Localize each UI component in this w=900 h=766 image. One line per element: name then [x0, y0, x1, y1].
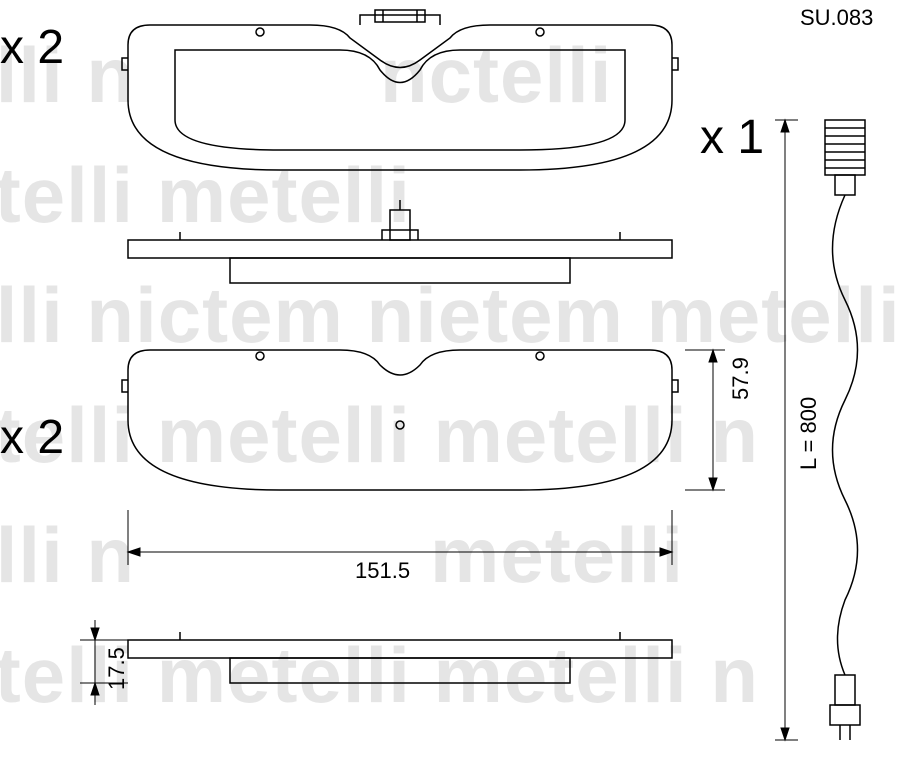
dim-height-value: 57.9: [728, 357, 754, 400]
dim-sensor-length-value: L = 800: [796, 397, 822, 470]
bottom-pad-side: [120, 620, 680, 715]
bottom-pad-front: [120, 330, 680, 505]
top-pad-side: [120, 200, 680, 305]
qty-top-pads: x 2: [0, 20, 64, 75]
dim-thickness-value: 17.5: [104, 647, 130, 690]
top-pad-front: [120, 10, 680, 185]
sensor-part-label: SU.083: [800, 5, 873, 31]
qty-bottom-pads: x 2: [0, 410, 64, 465]
dim-width-value: 151.5: [355, 558, 410, 584]
qty-sensor: x 1: [700, 110, 764, 165]
